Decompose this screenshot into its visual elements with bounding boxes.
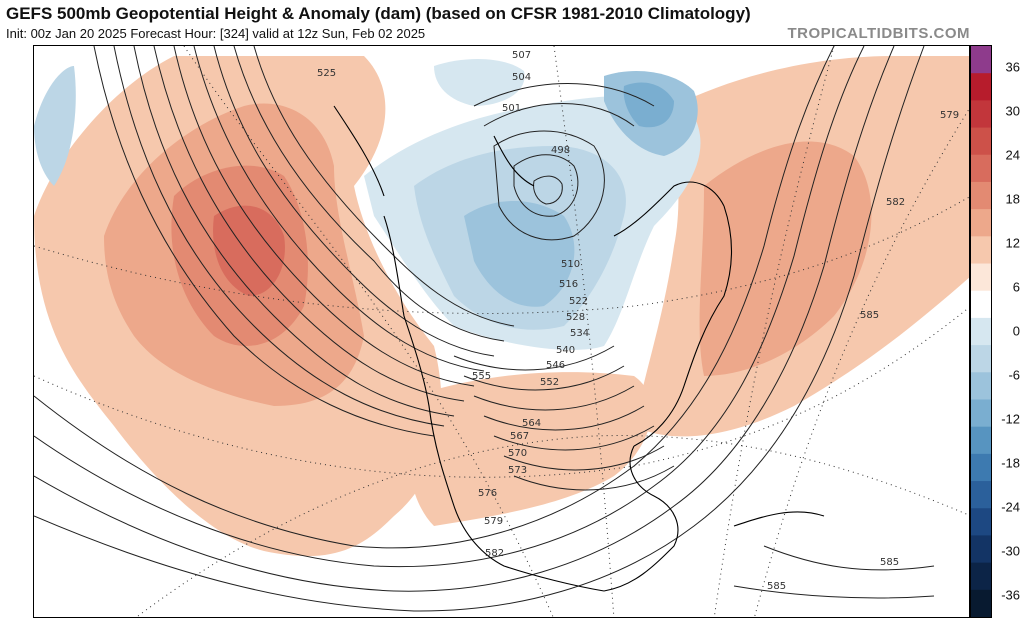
colorbar-swatch bbox=[971, 181, 991, 210]
contour-label: 528 bbox=[566, 312, 585, 323]
colorbar-swatch bbox=[971, 236, 991, 265]
colorbar-tick: 36 bbox=[1005, 59, 1020, 75]
colorbar-swatch bbox=[971, 317, 991, 346]
contour-label: 501 bbox=[502, 103, 521, 114]
contour-label: 552 bbox=[540, 377, 559, 388]
colorbar-swatch bbox=[971, 263, 991, 292]
colorbar-tick: -24 bbox=[1001, 499, 1020, 515]
anomaly-colorbar bbox=[970, 45, 992, 618]
positive-anomaly-region bbox=[699, 141, 872, 376]
colorbar-labels: 36 30 24 18 12 6 0 -6 -12 -18 -24 -30 -3… bbox=[994, 45, 1022, 618]
colorbar-tick: -12 bbox=[1001, 411, 1020, 427]
positive-anomaly-region bbox=[213, 205, 285, 296]
height-contours bbox=[34, 46, 935, 612]
contour-label: 516 bbox=[559, 279, 578, 290]
contour-label: 534 bbox=[570, 328, 589, 339]
colorbar-tick: 18 bbox=[1005, 191, 1020, 207]
map-panel: 507 504 501 498 525 510 516 522 528 534 … bbox=[33, 45, 970, 618]
contour-label: 507 bbox=[512, 50, 531, 61]
colorbar-tick: -18 bbox=[1001, 455, 1020, 471]
anomaly-map: 507 504 501 498 525 510 516 522 528 534 … bbox=[34, 46, 969, 617]
contour-label: 510 bbox=[561, 259, 580, 270]
colorbar-tick: -36 bbox=[1001, 587, 1020, 603]
map-title: GEFS 500mb Geopotential Height & Anomaly… bbox=[6, 4, 751, 23]
colorbar-tick: 0 bbox=[1012, 323, 1020, 339]
contour-label: 576 bbox=[478, 488, 497, 499]
colorbar-swatch bbox=[971, 100, 991, 129]
colorbar-swatch bbox=[971, 453, 991, 482]
colorbar-swatch bbox=[971, 345, 991, 373]
colorbar-swatch bbox=[971, 372, 991, 400]
colorbar-tick: -6 bbox=[1008, 367, 1020, 383]
colorbar-swatch bbox=[971, 562, 991, 591]
colorbar-swatches bbox=[971, 46, 991, 618]
contour-label: 522 bbox=[569, 296, 588, 307]
contour-label: 585 bbox=[767, 581, 786, 592]
colorbar-swatch bbox=[971, 127, 991, 156]
contour-label: 582 bbox=[485, 548, 504, 559]
contour-label: 567 bbox=[510, 431, 529, 442]
contour-label: 585 bbox=[860, 310, 879, 321]
colorbar-tick: 30 bbox=[1005, 103, 1020, 119]
colorbar-swatch bbox=[971, 508, 991, 536]
positive-anomaly-region bbox=[34, 66, 76, 186]
colorbar-tick: 24 bbox=[1005, 147, 1020, 163]
map-subtitle: Init: 00z Jan 20 2025 Forecast Hour: [32… bbox=[6, 26, 426, 41]
contour-label: 573 bbox=[508, 465, 527, 476]
negative-anomaly-region bbox=[464, 201, 575, 307]
contour-label: 564 bbox=[522, 418, 541, 429]
colorbar-swatch bbox=[971, 73, 991, 101]
colorbar-swatch bbox=[971, 290, 991, 319]
coastlines bbox=[333, 105, 825, 592]
contour-label: 582 bbox=[886, 197, 905, 208]
contour-label: 570 bbox=[508, 448, 527, 459]
colorbar-swatch bbox=[971, 589, 991, 618]
contour-label: 540 bbox=[556, 345, 575, 356]
colorbar-swatch bbox=[971, 426, 991, 455]
negative-anomaly-region bbox=[623, 82, 674, 128]
colorbar-tick: 12 bbox=[1005, 235, 1020, 251]
colorbar-swatch bbox=[971, 535, 991, 564]
colorbar-swatch bbox=[971, 399, 991, 428]
brand-watermark: TROPICALTIDBITS.COM bbox=[787, 25, 970, 42]
colorbar-tick: -30 bbox=[1001, 543, 1020, 559]
contour-label: 525 bbox=[317, 68, 336, 79]
graticule bbox=[34, 46, 969, 617]
contour-label: 498 bbox=[551, 145, 570, 156]
contour-label: 585 bbox=[880, 557, 899, 568]
contour-label: 579 bbox=[940, 110, 959, 121]
contour-label: 555 bbox=[472, 371, 491, 382]
contour-label: 504 bbox=[512, 72, 531, 83]
contour-label: 579 bbox=[484, 516, 503, 527]
positive-anomaly-region bbox=[408, 372, 652, 526]
contour-label: 546 bbox=[546, 360, 565, 371]
colorbar-tick: 6 bbox=[1012, 279, 1020, 295]
contour-labels: 507 504 501 498 525 510 516 522 528 534 … bbox=[317, 50, 959, 592]
colorbar-swatch bbox=[971, 209, 991, 237]
colorbar-swatch bbox=[971, 481, 991, 509]
colorbar-swatch bbox=[971, 46, 991, 74]
colorbar-swatch bbox=[971, 154, 991, 183]
